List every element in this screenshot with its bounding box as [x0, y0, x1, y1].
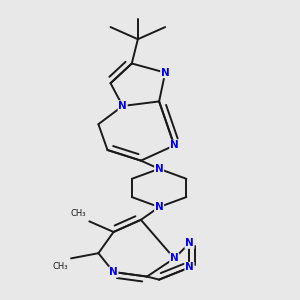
Text: N: N [185, 238, 194, 248]
Text: N: N [155, 202, 164, 212]
Text: N: N [185, 262, 194, 272]
Text: N: N [170, 140, 179, 150]
Text: N: N [109, 267, 118, 277]
Text: CH₃: CH₃ [52, 262, 68, 271]
Text: N: N [118, 101, 127, 111]
Text: N: N [170, 254, 179, 263]
Text: N: N [161, 68, 170, 78]
Text: CH₃: CH₃ [71, 209, 86, 218]
Text: N: N [155, 164, 164, 174]
